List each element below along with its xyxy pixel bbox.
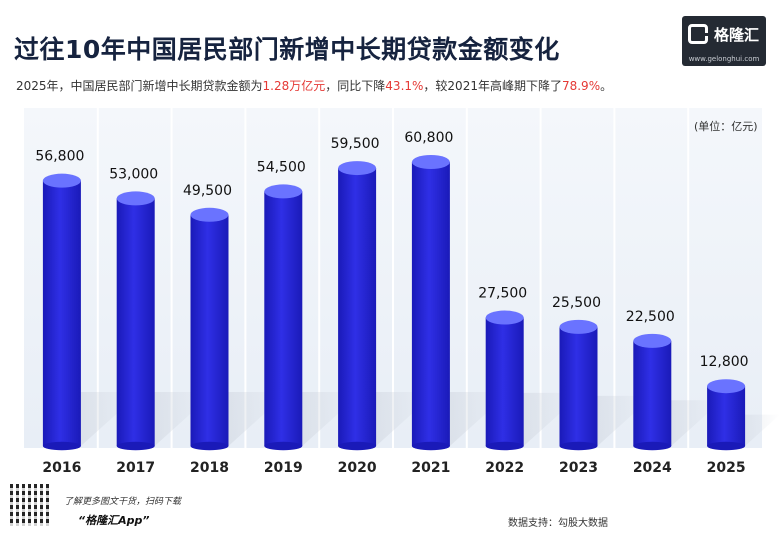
tick-label: 2018	[190, 460, 229, 476]
bar-base	[116, 441, 155, 451]
bar-base	[42, 441, 81, 451]
bar	[707, 386, 746, 446]
tick-label: 2019	[264, 460, 303, 476]
data-label: 56,800	[35, 149, 84, 165]
data-label: 49,500	[183, 183, 232, 199]
chart-title: 过往10年中国居民部门新增中长期贷款金额变化	[14, 35, 560, 64]
subtitle-part: ，较2021年高峰期下降了	[423, 79, 562, 93]
bar-base	[707, 441, 746, 451]
logo-name: 格隆汇	[714, 26, 760, 44]
bar-top	[42, 173, 81, 188]
qr-code-icon	[10, 484, 52, 526]
tick-label: 2022	[485, 460, 524, 476]
data-label: 59,500	[331, 136, 380, 152]
data-label: 12,800	[700, 354, 749, 370]
unit-label: (单位：亿元)	[694, 120, 758, 133]
bar-base	[559, 441, 598, 451]
bar-top	[485, 310, 524, 325]
tick-label: 2017	[116, 460, 155, 476]
tick-label: 2024	[633, 460, 672, 476]
data-source: 数据支持：勾股大数据	[508, 518, 608, 529]
subtitle-part: 2025年，中国居民部门新增中长期贷款金额为	[16, 79, 263, 93]
bar	[485, 317, 524, 446]
qr-caption: 了解更多图文干货，扫码下载	[64, 497, 182, 507]
subtitle-part: ，同比下降	[325, 79, 386, 93]
bar-base	[338, 441, 377, 451]
data-label: 25,500	[552, 295, 601, 311]
tick-label: 2023	[559, 460, 598, 476]
bar-top	[190, 207, 229, 222]
tick-label: 2025	[707, 460, 746, 476]
bar-top	[411, 155, 450, 169]
tick-label: 2020	[338, 460, 377, 476]
subtitle-highlight: 78.9%	[561, 79, 601, 93]
bar	[338, 168, 377, 446]
bar	[190, 214, 229, 446]
data-label: 53,000	[109, 166, 158, 182]
data-label: 27,500	[478, 286, 527, 302]
tick-label: 2021	[411, 460, 450, 476]
subtitle-highlight: 1.28万亿元	[262, 79, 326, 93]
bar	[633, 340, 672, 446]
bar-top	[116, 191, 155, 206]
logo-url: www.gelonghui.com	[688, 55, 760, 63]
bar	[411, 162, 450, 446]
data-label: 60,800	[404, 130, 453, 146]
bar-top	[633, 333, 672, 348]
bar	[264, 191, 303, 446]
bar-base	[264, 441, 303, 451]
data-label: 22,500	[626, 309, 675, 325]
bar-top	[559, 319, 598, 334]
logo-g-icon	[688, 24, 708, 44]
chart-subtitle: 2025年，中国居民部门新增中长期贷款金额为1.28万亿元，同比下降43.1%，…	[16, 77, 612, 94]
bar-base	[411, 441, 450, 451]
subtitle-part: 。	[600, 79, 613, 93]
data-label: 54,500	[257, 159, 306, 175]
bar-top	[338, 161, 377, 176]
bar-top	[707, 379, 746, 394]
bar	[42, 180, 81, 446]
tick-label: 2016	[42, 460, 81, 476]
bar-top	[264, 184, 303, 199]
brand-logo: 格隆汇 www.gelonghui.com	[682, 16, 766, 66]
app-name: “格隆汇App”	[78, 514, 150, 527]
bar-base	[485, 441, 524, 451]
bar-base	[190, 441, 229, 451]
bar	[116, 198, 155, 446]
bar	[559, 326, 598, 446]
bar-base	[633, 441, 672, 451]
subtitle-highlight: 43.1%	[385, 79, 424, 93]
